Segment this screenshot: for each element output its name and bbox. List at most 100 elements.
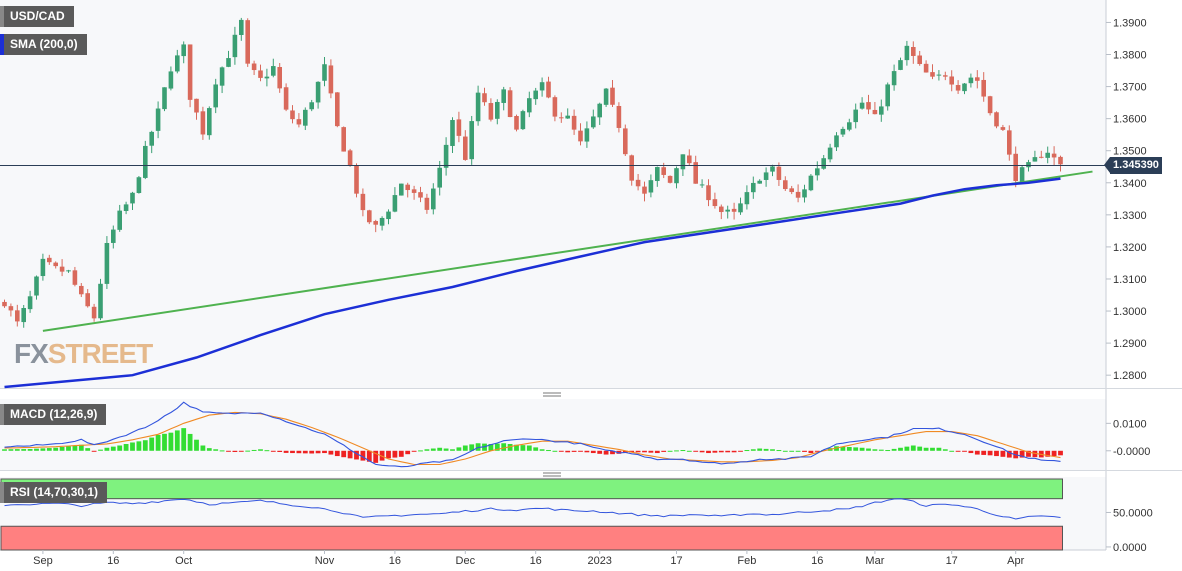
bullish-candle — [264, 76, 270, 79]
macd-histogram-bar-positive — [456, 447, 462, 451]
macd-histogram-bar-negative — [955, 450, 961, 452]
macd-histogram-bar-positive — [117, 445, 123, 451]
bearish-candle — [1039, 156, 1044, 158]
bullish-candle — [27, 296, 33, 310]
time-tick-label: Sep — [33, 555, 53, 567]
macd-histogram-bar-negative — [373, 450, 379, 463]
macd-histogram-bar-positive — [891, 448, 897, 451]
macd-histogram-bar-negative — [354, 450, 359, 460]
macd-histogram-bar-positive — [942, 449, 948, 451]
macd-histogram-bar-negative — [322, 450, 327, 454]
macd-histogram-bar-negative — [699, 450, 705, 453]
macd-histogram-bar-positive — [174, 430, 180, 451]
bearish-candle — [335, 92, 340, 127]
macd-histogram-bar-negative — [296, 450, 302, 454]
macd-histogram-bar-positive — [98, 449, 103, 451]
macd-histogram-bar-negative — [91, 450, 97, 452]
macd-histogram-bar-positive — [680, 450, 686, 452]
macd-histogram-bar-positive — [40, 448, 46, 451]
bearish-candle — [661, 167, 666, 175]
macd-histogram-bar-positive — [181, 428, 187, 451]
macd-histogram-bar-positive — [110, 446, 116, 451]
macd-histogram-bar-negative — [974, 450, 980, 455]
bullish-candle — [738, 203, 743, 213]
bearish-candle — [559, 117, 564, 119]
macd-histogram-bar-positive — [187, 433, 193, 451]
macd-histogram-bar-negative — [341, 450, 347, 458]
macd-histogram-bar-positive — [488, 443, 494, 451]
bullish-candle — [725, 209, 730, 212]
bearish-candle — [296, 119, 302, 125]
price-tick-label: 1.3100 — [1113, 274, 1147, 286]
bearish-candle — [911, 47, 916, 56]
macd-histogram-bar-positive — [162, 433, 167, 451]
macd-histogram-bar-negative — [558, 450, 564, 452]
macd-histogram-bar-negative — [347, 450, 353, 459]
bearish-candle — [200, 111, 206, 135]
bearish-candle — [987, 96, 993, 114]
time-tick-label: 16 — [107, 555, 119, 567]
macd-histogram-bar-negative — [1058, 450, 1063, 456]
macd-histogram-bar-negative — [302, 450, 308, 454]
bullish-candle — [155, 108, 161, 131]
macd-histogram-bar-positive — [494, 443, 500, 451]
price-tick-label: 1.2800 — [1113, 370, 1147, 382]
time-tick-label: Feb — [737, 555, 756, 567]
bullish-candle — [136, 177, 142, 194]
macd-histogram-bar-positive — [85, 448, 91, 451]
macd-histogram-bar-negative — [981, 450, 987, 455]
macd-histogram-bar-positive — [795, 450, 801, 452]
macd-histogram-bar-positive — [27, 448, 33, 451]
macd-histogram-bar-positive — [840, 446, 846, 451]
macd-histogram-bar-negative — [968, 450, 974, 454]
bearish-candle — [642, 186, 647, 194]
price-tick-label: 1.3200 — [1113, 242, 1147, 254]
bearish-candle — [245, 20, 250, 64]
bullish-candle — [603, 88, 609, 105]
bearish-candle — [667, 175, 673, 183]
bearish-candle — [194, 98, 199, 113]
macd-histogram-bar-positive — [789, 450, 795, 452]
macd-histogram-bar-positive — [219, 450, 225, 452]
macd-histogram-bar-positive — [130, 442, 135, 451]
bullish-candle — [591, 116, 596, 128]
time-tick-label: Oct — [175, 555, 192, 567]
macd-histogram-bar-positive — [430, 448, 436, 451]
macd-histogram-bar-negative — [994, 450, 999, 457]
macd-histogram-bar-positive — [213, 449, 219, 451]
bearish-candle — [328, 65, 334, 94]
bearish-candle — [85, 293, 90, 307]
macd-histogram-bar-negative — [283, 450, 289, 453]
bearish-candle — [418, 192, 423, 198]
macd-histogram-bar-positive — [14, 449, 20, 451]
macd-histogram-bar-negative — [1051, 450, 1057, 457]
macd-histogram-bar-negative — [328, 450, 334, 455]
macd-histogram-bar-negative — [277, 450, 283, 452]
rsi-oversold-zone — [0, 525, 1063, 551]
bullish-candle — [181, 44, 186, 57]
bearish-candle — [994, 112, 999, 127]
rsi-overbought-zone — [0, 478, 1063, 500]
bullish-candle — [680, 154, 686, 170]
macd-histogram-bar-negative — [1000, 450, 1006, 457]
bullish-candle — [175, 55, 180, 72]
bullish-candle — [162, 87, 167, 110]
bullish-candle — [1026, 162, 1031, 168]
macd-histogram-bar-positive — [552, 450, 558, 452]
macd-histogram-bar-negative — [270, 450, 276, 452]
bearish-candle — [795, 191, 801, 198]
bullish-candle — [399, 183, 404, 196]
macd-histogram-bar-negative — [1019, 450, 1025, 458]
bullish-candle — [219, 67, 225, 86]
macd-histogram-bar-negative — [603, 450, 609, 455]
macd-histogram-bar-negative — [635, 450, 641, 453]
macd-histogram-bar-positive — [72, 445, 78, 451]
rsi-tick-label: 0.0000 — [1113, 542, 1147, 554]
macd-histogram-bar-positive — [78, 444, 84, 451]
bullish-candle — [808, 175, 814, 191]
bearish-candle — [424, 197, 430, 210]
bearish-candle — [277, 67, 282, 89]
price-tick-label: 1.2900 — [1113, 338, 1147, 350]
bearish-candle — [373, 221, 378, 225]
